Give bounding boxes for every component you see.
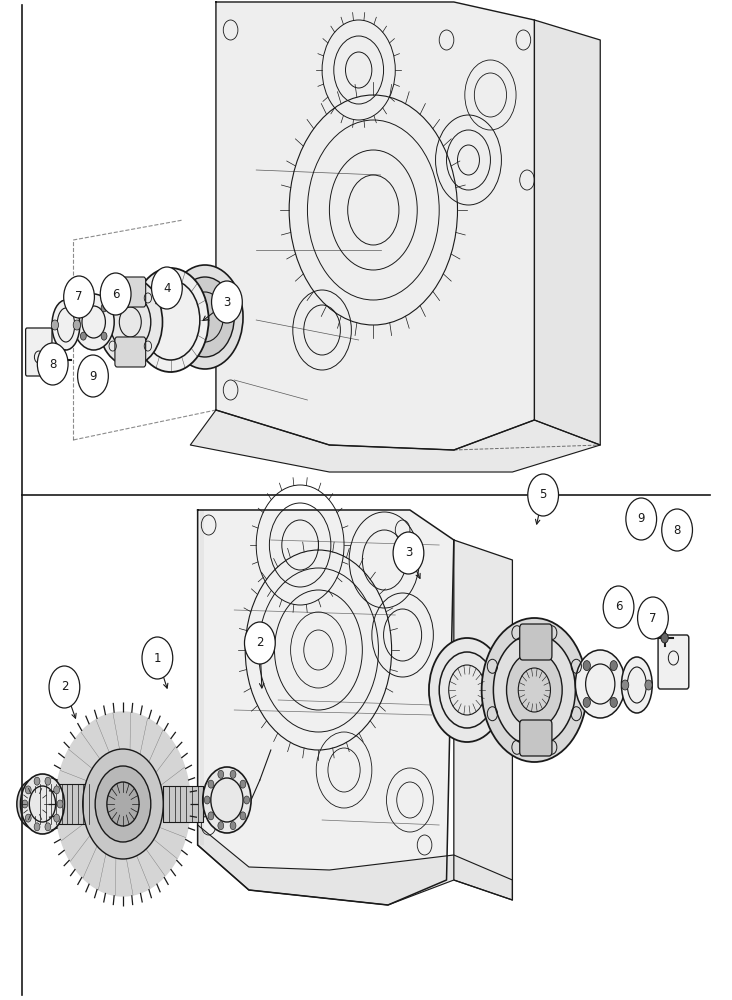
Polygon shape bbox=[190, 410, 600, 472]
Circle shape bbox=[626, 498, 657, 540]
Circle shape bbox=[83, 749, 163, 859]
Text: 5: 5 bbox=[539, 488, 547, 502]
Text: 9: 9 bbox=[89, 369, 97, 382]
Polygon shape bbox=[534, 20, 600, 445]
FancyBboxPatch shape bbox=[115, 277, 146, 307]
Circle shape bbox=[583, 697, 591, 707]
Circle shape bbox=[230, 770, 236, 778]
Circle shape bbox=[208, 812, 214, 820]
Circle shape bbox=[610, 697, 617, 707]
Circle shape bbox=[81, 304, 86, 312]
Ellipse shape bbox=[621, 657, 652, 713]
Circle shape bbox=[152, 267, 182, 309]
Circle shape bbox=[142, 637, 173, 679]
Circle shape bbox=[482, 618, 587, 762]
FancyBboxPatch shape bbox=[658, 635, 689, 689]
Circle shape bbox=[100, 273, 131, 315]
Circle shape bbox=[98, 278, 163, 366]
FancyBboxPatch shape bbox=[520, 624, 552, 660]
Circle shape bbox=[610, 661, 617, 671]
Circle shape bbox=[603, 586, 634, 628]
Circle shape bbox=[212, 281, 242, 323]
Circle shape bbox=[638, 597, 668, 639]
Circle shape bbox=[101, 332, 107, 340]
Circle shape bbox=[507, 652, 562, 728]
Circle shape bbox=[662, 509, 692, 551]
Circle shape bbox=[107, 782, 139, 826]
Circle shape bbox=[64, 276, 94, 318]
FancyBboxPatch shape bbox=[520, 720, 552, 756]
Circle shape bbox=[393, 532, 424, 574]
Bar bbox=[163, 786, 203, 822]
Circle shape bbox=[621, 680, 629, 690]
Circle shape bbox=[176, 277, 234, 357]
Text: 1: 1 bbox=[154, 652, 161, 664]
Circle shape bbox=[73, 294, 114, 350]
Circle shape bbox=[661, 633, 668, 643]
Text: 3: 3 bbox=[405, 546, 412, 560]
Circle shape bbox=[73, 320, 81, 330]
Text: 2: 2 bbox=[61, 680, 68, 694]
Polygon shape bbox=[216, 2, 534, 450]
Circle shape bbox=[17, 779, 53, 829]
Circle shape bbox=[45, 777, 51, 785]
Text: 6: 6 bbox=[112, 288, 119, 300]
Circle shape bbox=[204, 796, 210, 804]
Text: 8: 8 bbox=[49, 358, 56, 370]
Circle shape bbox=[59, 356, 65, 364]
Circle shape bbox=[78, 355, 108, 397]
Circle shape bbox=[240, 780, 246, 788]
Circle shape bbox=[528, 474, 559, 516]
Circle shape bbox=[37, 343, 68, 385]
FancyBboxPatch shape bbox=[115, 337, 146, 367]
Text: 9: 9 bbox=[638, 512, 645, 526]
Circle shape bbox=[208, 780, 214, 788]
Text: 3: 3 bbox=[223, 296, 231, 308]
Circle shape bbox=[167, 265, 243, 369]
Text: 2: 2 bbox=[256, 637, 264, 650]
Circle shape bbox=[244, 796, 250, 804]
Circle shape bbox=[203, 767, 251, 833]
Circle shape bbox=[218, 822, 224, 830]
Bar bbox=[39, 784, 90, 824]
Circle shape bbox=[49, 666, 80, 708]
FancyBboxPatch shape bbox=[26, 328, 52, 376]
Circle shape bbox=[230, 822, 236, 830]
Circle shape bbox=[101, 304, 107, 312]
Circle shape bbox=[429, 638, 505, 742]
Text: 8: 8 bbox=[673, 524, 681, 536]
Circle shape bbox=[34, 777, 40, 785]
Circle shape bbox=[583, 661, 591, 671]
Circle shape bbox=[57, 800, 63, 808]
Circle shape bbox=[95, 766, 151, 842]
Circle shape bbox=[645, 680, 652, 690]
Circle shape bbox=[45, 823, 51, 831]
Text: 4: 4 bbox=[163, 282, 171, 294]
Polygon shape bbox=[198, 825, 512, 905]
Circle shape bbox=[240, 812, 246, 820]
Circle shape bbox=[132, 268, 209, 372]
Text: 7: 7 bbox=[649, 611, 657, 624]
Text: 7: 7 bbox=[75, 290, 83, 304]
Text: 6: 6 bbox=[615, 600, 622, 613]
Circle shape bbox=[575, 650, 625, 718]
Polygon shape bbox=[198, 510, 454, 905]
Circle shape bbox=[51, 320, 59, 330]
Circle shape bbox=[26, 786, 31, 794]
Polygon shape bbox=[454, 540, 512, 900]
Circle shape bbox=[20, 774, 64, 834]
Circle shape bbox=[53, 786, 59, 794]
Ellipse shape bbox=[52, 300, 80, 350]
Circle shape bbox=[81, 332, 86, 340]
Polygon shape bbox=[56, 712, 190, 896]
Circle shape bbox=[34, 823, 40, 831]
Circle shape bbox=[493, 634, 575, 746]
Circle shape bbox=[26, 814, 31, 822]
Circle shape bbox=[22, 800, 28, 808]
Circle shape bbox=[244, 622, 275, 664]
Circle shape bbox=[53, 814, 59, 822]
Circle shape bbox=[218, 770, 224, 778]
